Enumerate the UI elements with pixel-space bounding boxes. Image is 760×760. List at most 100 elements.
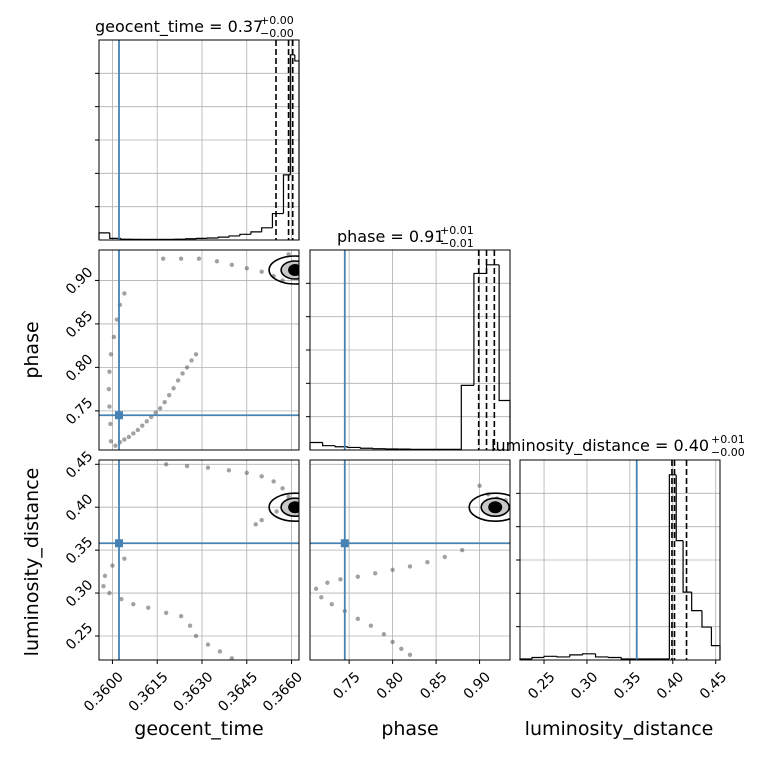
sample-point-geocent-time-vs-phase-10 [157, 406, 163, 411]
sample-point-phase-vs-luminosity-distance-4 [390, 567, 395, 573]
sample-point-geocent-time-vs-phase-20 [108, 421, 113, 427]
sample-point-geocent-time-vs-phase-38 [286, 252, 291, 257]
hist-panel-phase [306, 249, 511, 451]
x-tick-label-luminosity-distance-1: 0.30 [568, 669, 601, 702]
hist-bin-phase-2 [334, 445, 348, 448]
sample-point-phase-vs-luminosity-distance-19 [477, 483, 482, 488]
sample-point-geocent-time-vs-luminosity-distance-19 [131, 602, 136, 607]
x-axis-label-phase: phase [381, 718, 438, 740]
sample-point-phase-vs-luminosity-distance-3 [407, 564, 413, 569]
sample-point-geocent-time-vs-phase-15 [180, 371, 185, 376]
sample-point-geocent-time-vs-luminosity-distance-18 [119, 596, 124, 602]
sample-point-geocent-time-vs-luminosity-distance-26 [217, 649, 223, 654]
sample-point-geocent-time-vs-luminosity-distance-27 [229, 656, 235, 660]
title-phase: phase = 0.91 +0.01 −0.01 [337, 224, 474, 250]
sample-point-geocent-time-vs-phase-13 [171, 386, 176, 391]
sample-point-phase-vs-luminosity-distance-18 [407, 652, 413, 658]
sample-point-geocent-time-vs-luminosity-distance-8 [286, 494, 291, 500]
title-phase-plus: +0.01 [440, 224, 474, 237]
hist-bin-geocent-time-17 [282, 174, 291, 214]
y-tick-label-luminosity-distance-2: 0.35 [63, 534, 96, 567]
sample-point-geocent-time-vs-luminosity-distance-12 [253, 522, 258, 527]
sample-point-geocent-time-vs-phase-31 [196, 256, 202, 261]
contour-core-geocent-time-vs-phase [288, 264, 299, 276]
sample-point-geocent-time-vs-phase-19 [108, 439, 114, 444]
x-tick-label-phase-2: 0.85 [417, 669, 450, 702]
title-luminosity-distance-minus: −0.00 [711, 446, 745, 459]
sample-point-geocent-time-vs-luminosity-distance-14 [110, 563, 115, 568]
sample-point-geocent-time-vs-phase-23 [107, 369, 112, 374]
hist-bin-luminosity-distance-13 [675, 474, 684, 542]
hist-bin-geocent-time-0 [98, 232, 110, 240]
hist-bin-geocent-time-1 [109, 232, 121, 239]
contour-core-geocent-time-vs-luminosity-distance [288, 501, 299, 514]
x-tick-label-luminosity-distance-2: 0.35 [611, 669, 644, 702]
sample-point-geocent-time-vs-phase-4 [131, 431, 136, 436]
x-tick-label-geocent-time-2: 0.3630 [171, 669, 217, 715]
frame-geocent-time-vs-phase [98, 249, 300, 451]
hist-bin-geocent-time-14 [250, 231, 262, 235]
sample-point-geocent-time-vs-luminosity-distance-17 [107, 590, 112, 596]
scatter-panel-phase-vs-luminosity-distance [309, 459, 511, 661]
sample-point-geocent-time-vs-luminosity-distance-3 [226, 468, 232, 473]
contour-outer-geocent-time-vs-phase [268, 255, 299, 285]
hist-bin-luminosity-distance-4 [569, 654, 583, 657]
sample-point-geocent-time-vs-phase-2 [122, 437, 127, 442]
sample-point-geocent-time-vs-luminosity-distance-22 [178, 614, 184, 619]
frame-phase-vs-luminosity-distance [309, 459, 511, 661]
title-phase-main: phase = 0.91 [337, 227, 444, 246]
sample-point-geocent-time-vs-phase-32 [214, 259, 220, 264]
sample-point-geocent-time-vs-luminosity-distance-7 [280, 486, 285, 491]
hist-bin-geocent-time-19 [294, 54, 300, 240]
hist-bin-luminosity-distance-16 [701, 610, 712, 628]
scatter-inner-geocent-time-vs-phase [99, 250, 299, 450]
hist-bin-phase-1 [322, 442, 336, 447]
scatter-panel-geocent-time-vs-luminosity-distance: 0.25 0.30 0.35 0.40 0.45 [63, 448, 300, 661]
hist-panel-geocent-time [95, 39, 300, 241]
hist-bin-luminosity-distance-15 [691, 592, 702, 612]
frame-geocent-time [98, 39, 300, 241]
hist-bin-luminosity-distance-5 [582, 653, 596, 655]
sample-point-geocent-time-vs-phase-7 [144, 419, 149, 424]
title-geocent-time-minus: −0.00 [260, 27, 294, 40]
y-tick-label-luminosity-distance-0: 0.25 [63, 620, 96, 653]
sample-point-geocent-time-vs-luminosity-distance-20 [146, 605, 151, 610]
sample-point-geocent-time-vs-luminosity-distance-13 [122, 556, 127, 561]
sample-point-geocent-time-vs-luminosity-distance-4 [244, 470, 249, 476]
sample-point-geocent-time-vs-phase-16 [184, 365, 190, 370]
hist-bin-luminosity-distance-3 [556, 656, 570, 658]
contour-outer-phase-vs-luminosity-distance [468, 492, 510, 523]
hist-bin-phase-15 [498, 264, 511, 450]
sample-point-phase-vs-luminosity-distance-17 [399, 646, 404, 652]
sample-point-geocent-time-vs-luminosity-distance-15 [102, 573, 108, 579]
scatter-inner-phase-vs-luminosity-distance [310, 460, 510, 660]
sample-point-phase-vs-luminosity-distance-5 [373, 571, 378, 576]
frame-phase [309, 249, 511, 451]
sample-point-geocent-time-vs-phase-12 [166, 393, 172, 398]
sample-point-phase-vs-luminosity-distance-6 [355, 574, 361, 579]
frame-luminosity-distance [519, 459, 721, 661]
x-tick-label-geocent-time-3: 0.3645 [215, 669, 261, 715]
sample-point-phase-vs-luminosity-distance-13 [355, 616, 361, 621]
x-tick-label-phase-3: 0.90 [461, 669, 494, 702]
sample-point-geocent-time-vs-phase-17 [189, 358, 194, 363]
sample-point-geocent-time-vs-phase-26 [114, 317, 120, 322]
hist-bin-geocent-time-12 [228, 235, 240, 238]
x-tick-label-geocent-time-0: 0.3600 [81, 669, 127, 715]
title-geocent-time-plus: +0.00 [260, 14, 294, 27]
sample-point-geocent-time-vs-phase-21 [107, 404, 112, 409]
sample-point-phase-vs-luminosity-distance-11 [329, 602, 334, 607]
scatter-panel-geocent-time-vs-phase: 0.75 0.80 0.85 0.90 [63, 249, 300, 451]
hist-bin-geocent-time-15 [261, 227, 273, 232]
sample-point-phase-vs-luminosity-distance-0 [459, 547, 465, 553]
x-ticks-luminosity-distance: 0.25 0.30 0.35 0.40 0.45 [525, 660, 730, 703]
hist-bin-luminosity-distance-7 [607, 656, 622, 659]
sample-point-phase-vs-luminosity-distance-14 [368, 623, 374, 628]
sample-point-geocent-time-vs-luminosity-distance-24 [193, 633, 199, 639]
title-phase-minus: −0.01 [440, 237, 474, 250]
sample-point-phase-vs-luminosity-distance-10 [319, 595, 324, 600]
hist-bin-geocent-time-13 [239, 233, 251, 236]
sample-point-geocent-time-vs-luminosity-distance-25 [205, 642, 211, 647]
